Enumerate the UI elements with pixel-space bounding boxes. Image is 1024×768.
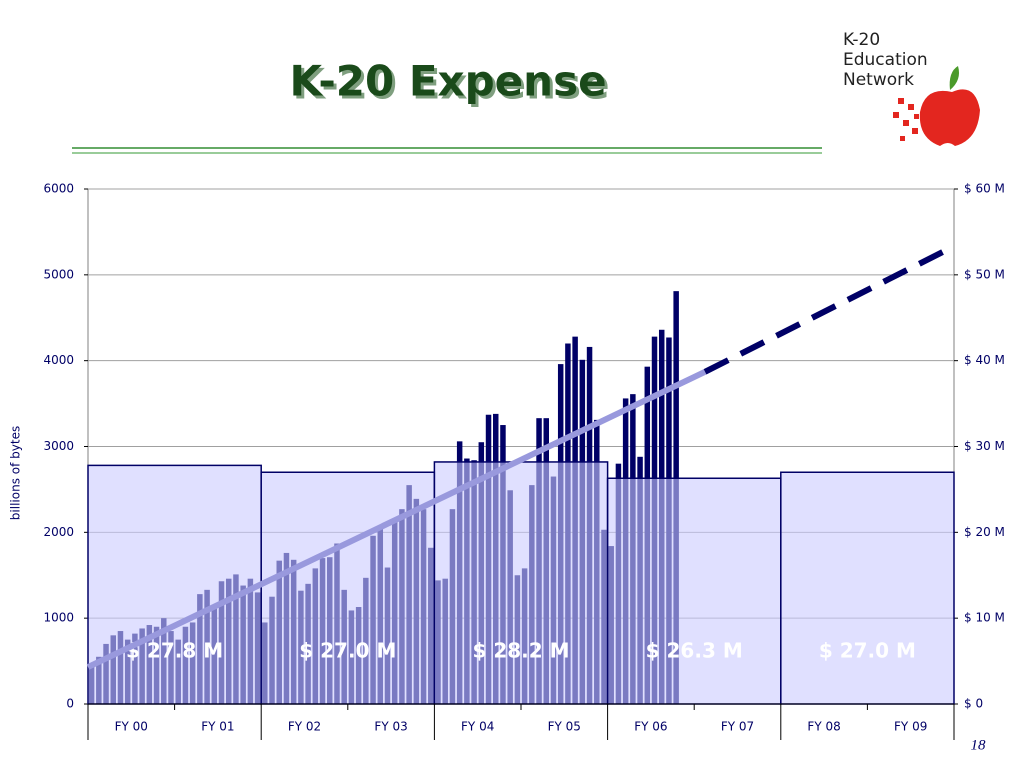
y2-tick-label: $ 40 M: [964, 353, 1005, 367]
pixel: [903, 120, 909, 126]
y-tick-label: 0: [66, 697, 74, 711]
y-tick-label: 1000: [43, 611, 74, 625]
trend-line: [86, 369, 707, 670]
expense-box: [260, 471, 436, 705]
y-tick-label: 2000: [43, 525, 74, 539]
y2-tick-label: $ 30 M: [964, 439, 1005, 453]
expense-box: [433, 461, 609, 705]
x-tick-label: FY 03: [374, 720, 407, 734]
expense-label: $ 28.2 M: [472, 639, 569, 663]
chart-title: K-20 Expense: [289, 57, 606, 106]
x-tick-label: FY 02: [288, 720, 321, 734]
y2-tick-label: $ 20 M: [964, 525, 1005, 539]
logo-text: K-20: [843, 30, 880, 50]
pixel: [898, 98, 904, 104]
expense-box: [780, 471, 955, 705]
y-tick-label: 5000: [43, 267, 74, 281]
logo-text: Education: [843, 50, 928, 70]
page-number: 18: [971, 737, 987, 753]
x-tick-label: FY 08: [807, 720, 840, 734]
x-tick-label: FY 05: [548, 720, 581, 734]
expense-label: $ 27.0 M: [299, 639, 396, 663]
y2-tick-label: $ 60 M: [964, 182, 1005, 196]
pixel: [900, 136, 905, 141]
trend-projection: [703, 247, 949, 375]
x-tick-label: FY 01: [201, 720, 234, 734]
logo-text: Network: [843, 70, 914, 90]
x-tick-label: FY 06: [634, 720, 667, 734]
apple: [919, 89, 980, 146]
logo: K-20 Education Network: [843, 30, 980, 146]
y-tick-label: 4000: [43, 353, 74, 367]
y2-tick-label: $ 0: [964, 697, 983, 711]
y-tick-label: 3000: [43, 439, 74, 453]
y2-tick-label: $ 10 M: [964, 611, 1005, 625]
x-tick-label: FY 04: [461, 720, 494, 734]
expense-label: $ 27.0 M: [819, 639, 916, 663]
x-tick-label: FY 00: [115, 720, 148, 734]
expense-box: [606, 477, 782, 705]
title-shadow: K-20 Expense: [292, 60, 609, 109]
pixel: [908, 104, 914, 110]
pixel: [914, 114, 919, 119]
x-tick-label: FY 09: [894, 720, 927, 734]
expense-box: [87, 464, 262, 705]
leaf: [949, 66, 959, 90]
y2-tick-label: $ 50 M: [964, 267, 1005, 281]
pixel: [893, 112, 899, 118]
expense-label: $ 26.3 M: [646, 639, 743, 663]
y-tick-label: 6000: [43, 182, 74, 196]
y-axis-label: billions of bytes: [9, 426, 23, 520]
x-tick-label: FY 07: [721, 720, 754, 734]
pixel: [912, 128, 918, 134]
